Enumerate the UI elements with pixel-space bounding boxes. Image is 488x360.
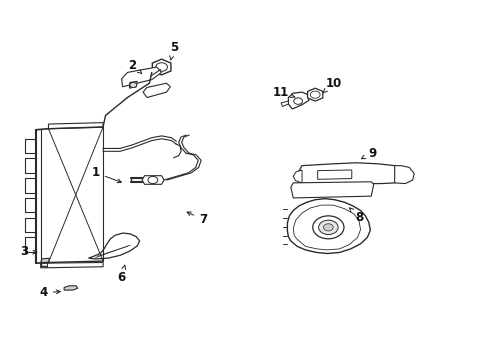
Text: 6: 6	[117, 265, 125, 284]
Circle shape	[318, 220, 337, 234]
Text: 7: 7	[187, 212, 207, 226]
Polygon shape	[290, 182, 373, 198]
Polygon shape	[152, 59, 170, 75]
Text: 9: 9	[361, 147, 376, 159]
Polygon shape	[143, 83, 170, 98]
Circle shape	[293, 98, 302, 104]
Polygon shape	[293, 170, 302, 183]
Text: 11: 11	[272, 86, 294, 99]
Circle shape	[310, 91, 320, 98]
Polygon shape	[142, 176, 163, 184]
Text: 2: 2	[128, 59, 142, 73]
Polygon shape	[288, 92, 308, 109]
Circle shape	[312, 216, 343, 239]
Polygon shape	[287, 199, 369, 253]
Polygon shape	[129, 81, 137, 88]
Circle shape	[130, 82, 137, 87]
Circle shape	[148, 176, 158, 184]
Polygon shape	[307, 88, 322, 101]
Circle shape	[156, 63, 167, 71]
Polygon shape	[293, 205, 360, 250]
Text: 3: 3	[20, 245, 37, 258]
Polygon shape	[394, 166, 413, 184]
Polygon shape	[41, 258, 49, 263]
Text: 1: 1	[92, 166, 121, 183]
Polygon shape	[41, 262, 103, 268]
Text: 10: 10	[323, 77, 341, 93]
Polygon shape	[317, 170, 351, 179]
Polygon shape	[88, 233, 140, 259]
Circle shape	[323, 224, 332, 231]
Text: 8: 8	[349, 208, 363, 224]
Text: 5: 5	[169, 41, 178, 60]
Polygon shape	[48, 123, 103, 129]
Polygon shape	[297, 163, 405, 184]
Polygon shape	[64, 286, 78, 290]
Text: 4: 4	[40, 287, 60, 300]
Polygon shape	[281, 101, 288, 107]
Polygon shape	[122, 67, 161, 87]
